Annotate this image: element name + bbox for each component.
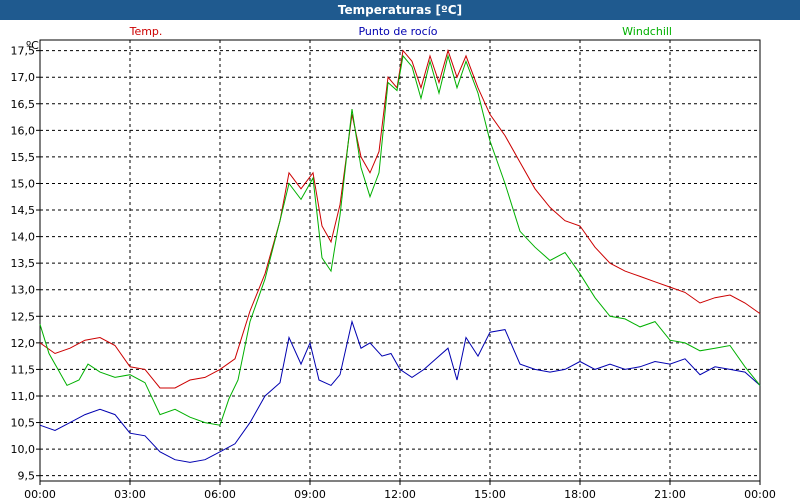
y-tick-label: 10,0 [11,443,36,456]
series-line-2 [39,53,761,426]
temperature-chart: Temp. Punto de rocío Windchill ºC 9,5 10,0 1… [11,25,776,500]
series-line-1 [39,319,761,463]
x-tick-time-label: 15:00 [474,488,506,500]
y-tick-label: 15,5 [11,151,36,164]
y-axis-ticks: 9,5 10,0 10,5 11,0 11,5 12,0 12,5 13,0 13,5 14,0 1… [11,45,40,483]
y-tick-label: 14,5 [11,204,36,217]
legend-entry-1: Punto de rocío [358,25,437,38]
x-tick-time-label: 06:00 [204,488,236,500]
y-tick-label: 17,5 [11,45,36,58]
x-tick-time-label: 00:00 [744,488,776,500]
y-tick-label: 16,0 [11,124,36,137]
y-tick-label: 12,0 [11,337,36,350]
y-tick-label: 12,5 [11,310,36,323]
legend-entry-2: Windchill [622,25,672,38]
legend: Temp. Punto de rocío Windchill [129,25,672,38]
x-tick-time-label: 03:00 [114,488,146,500]
y-tick-label: 11,5 [11,363,36,376]
chart-title: Temperaturas [ºC] [337,3,463,17]
y-tick-label: 14,0 [11,231,36,244]
y-tick-label: 16,5 [11,98,36,111]
x-tick-time-label: 18:00 [564,488,596,500]
y-tick-label: 13,5 [11,257,36,270]
x-tick-time-label: 00:00 [24,488,56,500]
y-tick-label: 9,5 [18,470,36,483]
x-tick-time-label: 09:00 [294,488,326,500]
y-axis-unit-label: ºC [26,39,39,52]
y-tick-label: 11,0 [11,390,36,403]
legend-entry-0: Temp. [129,25,163,38]
y-tick-label: 15,0 [11,177,36,190]
y-tick-label: 13,0 [11,284,36,297]
y-tick-label: 17,0 [11,71,36,84]
x-axis-ticks: 00:0013/05/2603:0013/05/2606:0013/05/260… [24,481,776,500]
series-lines [39,48,761,463]
x-tick-time-label: 21:00 [654,488,686,500]
x-tick-time-label: 12:00 [384,488,416,500]
chart-title-bar: Temperaturas [ºC] [0,0,800,20]
y-tick-label: 10,5 [11,417,36,430]
grid [40,40,760,481]
